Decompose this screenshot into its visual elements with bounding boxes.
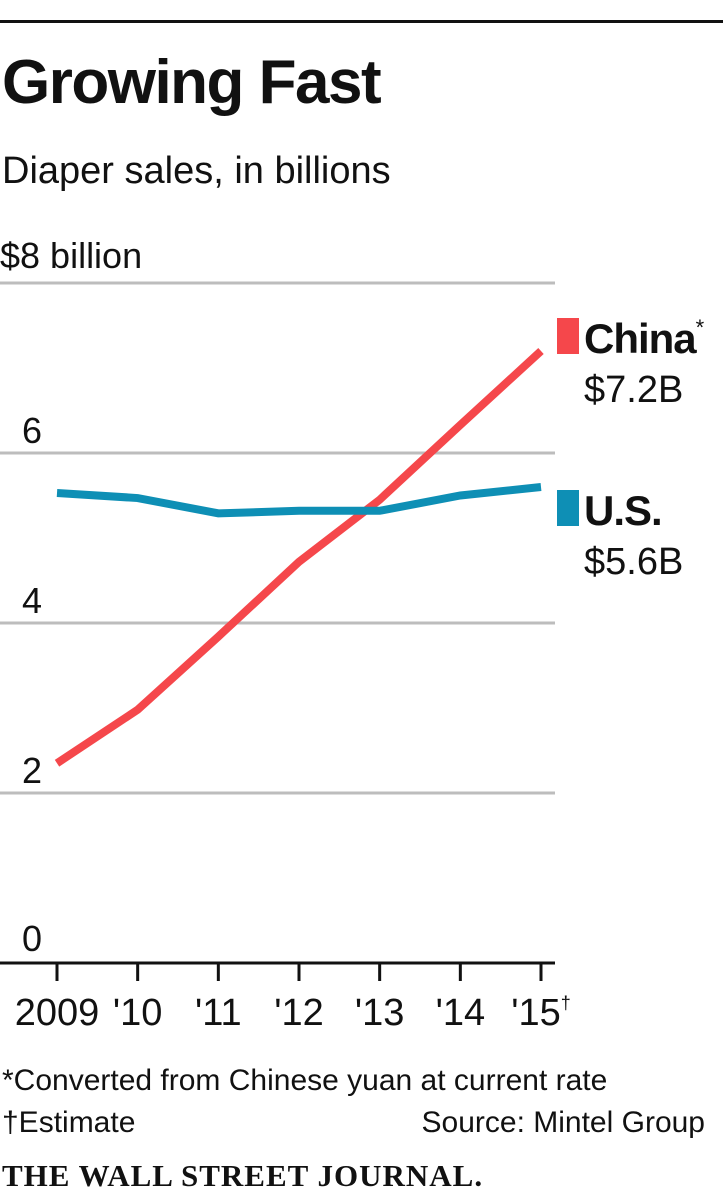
legend-label: China*: [584, 315, 705, 362]
source-note: Source: Mintel Group: [421, 1106, 705, 1139]
x-tick-label: '15†: [511, 992, 571, 1034]
series-line-us: [56, 483, 542, 518]
legend-value: $7.2B: [584, 369, 683, 411]
x-tick-label: '13: [355, 992, 405, 1034]
y-tick-label: 4: [22, 580, 42, 621]
legend-swatch: [557, 490, 579, 526]
legend-value: $5.6B: [584, 541, 683, 583]
estimate-marker: †: [561, 993, 571, 1013]
series-line-china: [54, 348, 544, 767]
chart-title: Growing Fast: [2, 48, 382, 117]
legend-label: U.S.: [584, 487, 662, 534]
y-tick-label: 0: [22, 918, 42, 959]
chart-subtitle: Diaper sales, in billions: [2, 150, 391, 192]
footnote-estimate: †Estimate: [2, 1106, 136, 1139]
footnote-marker: *: [696, 315, 705, 340]
y-tick-label-top: $8 billion: [0, 235, 143, 276]
wsj-logo: THE WALL STREET JOURNAL.: [2, 1158, 484, 1193]
x-tick-label: '10: [113, 992, 163, 1034]
x-tick-label: 2009: [15, 992, 100, 1034]
x-tick-label: '12: [274, 992, 324, 1034]
top-rule: [0, 20, 723, 23]
x-tick-label: '11: [195, 992, 242, 1034]
footnote-conversion: *Converted from Chinese yuan at current …: [2, 1064, 608, 1097]
y-tick-label: 6: [22, 410, 42, 451]
x-tick-label: '14: [436, 992, 486, 1034]
legend-swatch: [557, 318, 579, 354]
y-tick-label: 2: [22, 750, 42, 791]
